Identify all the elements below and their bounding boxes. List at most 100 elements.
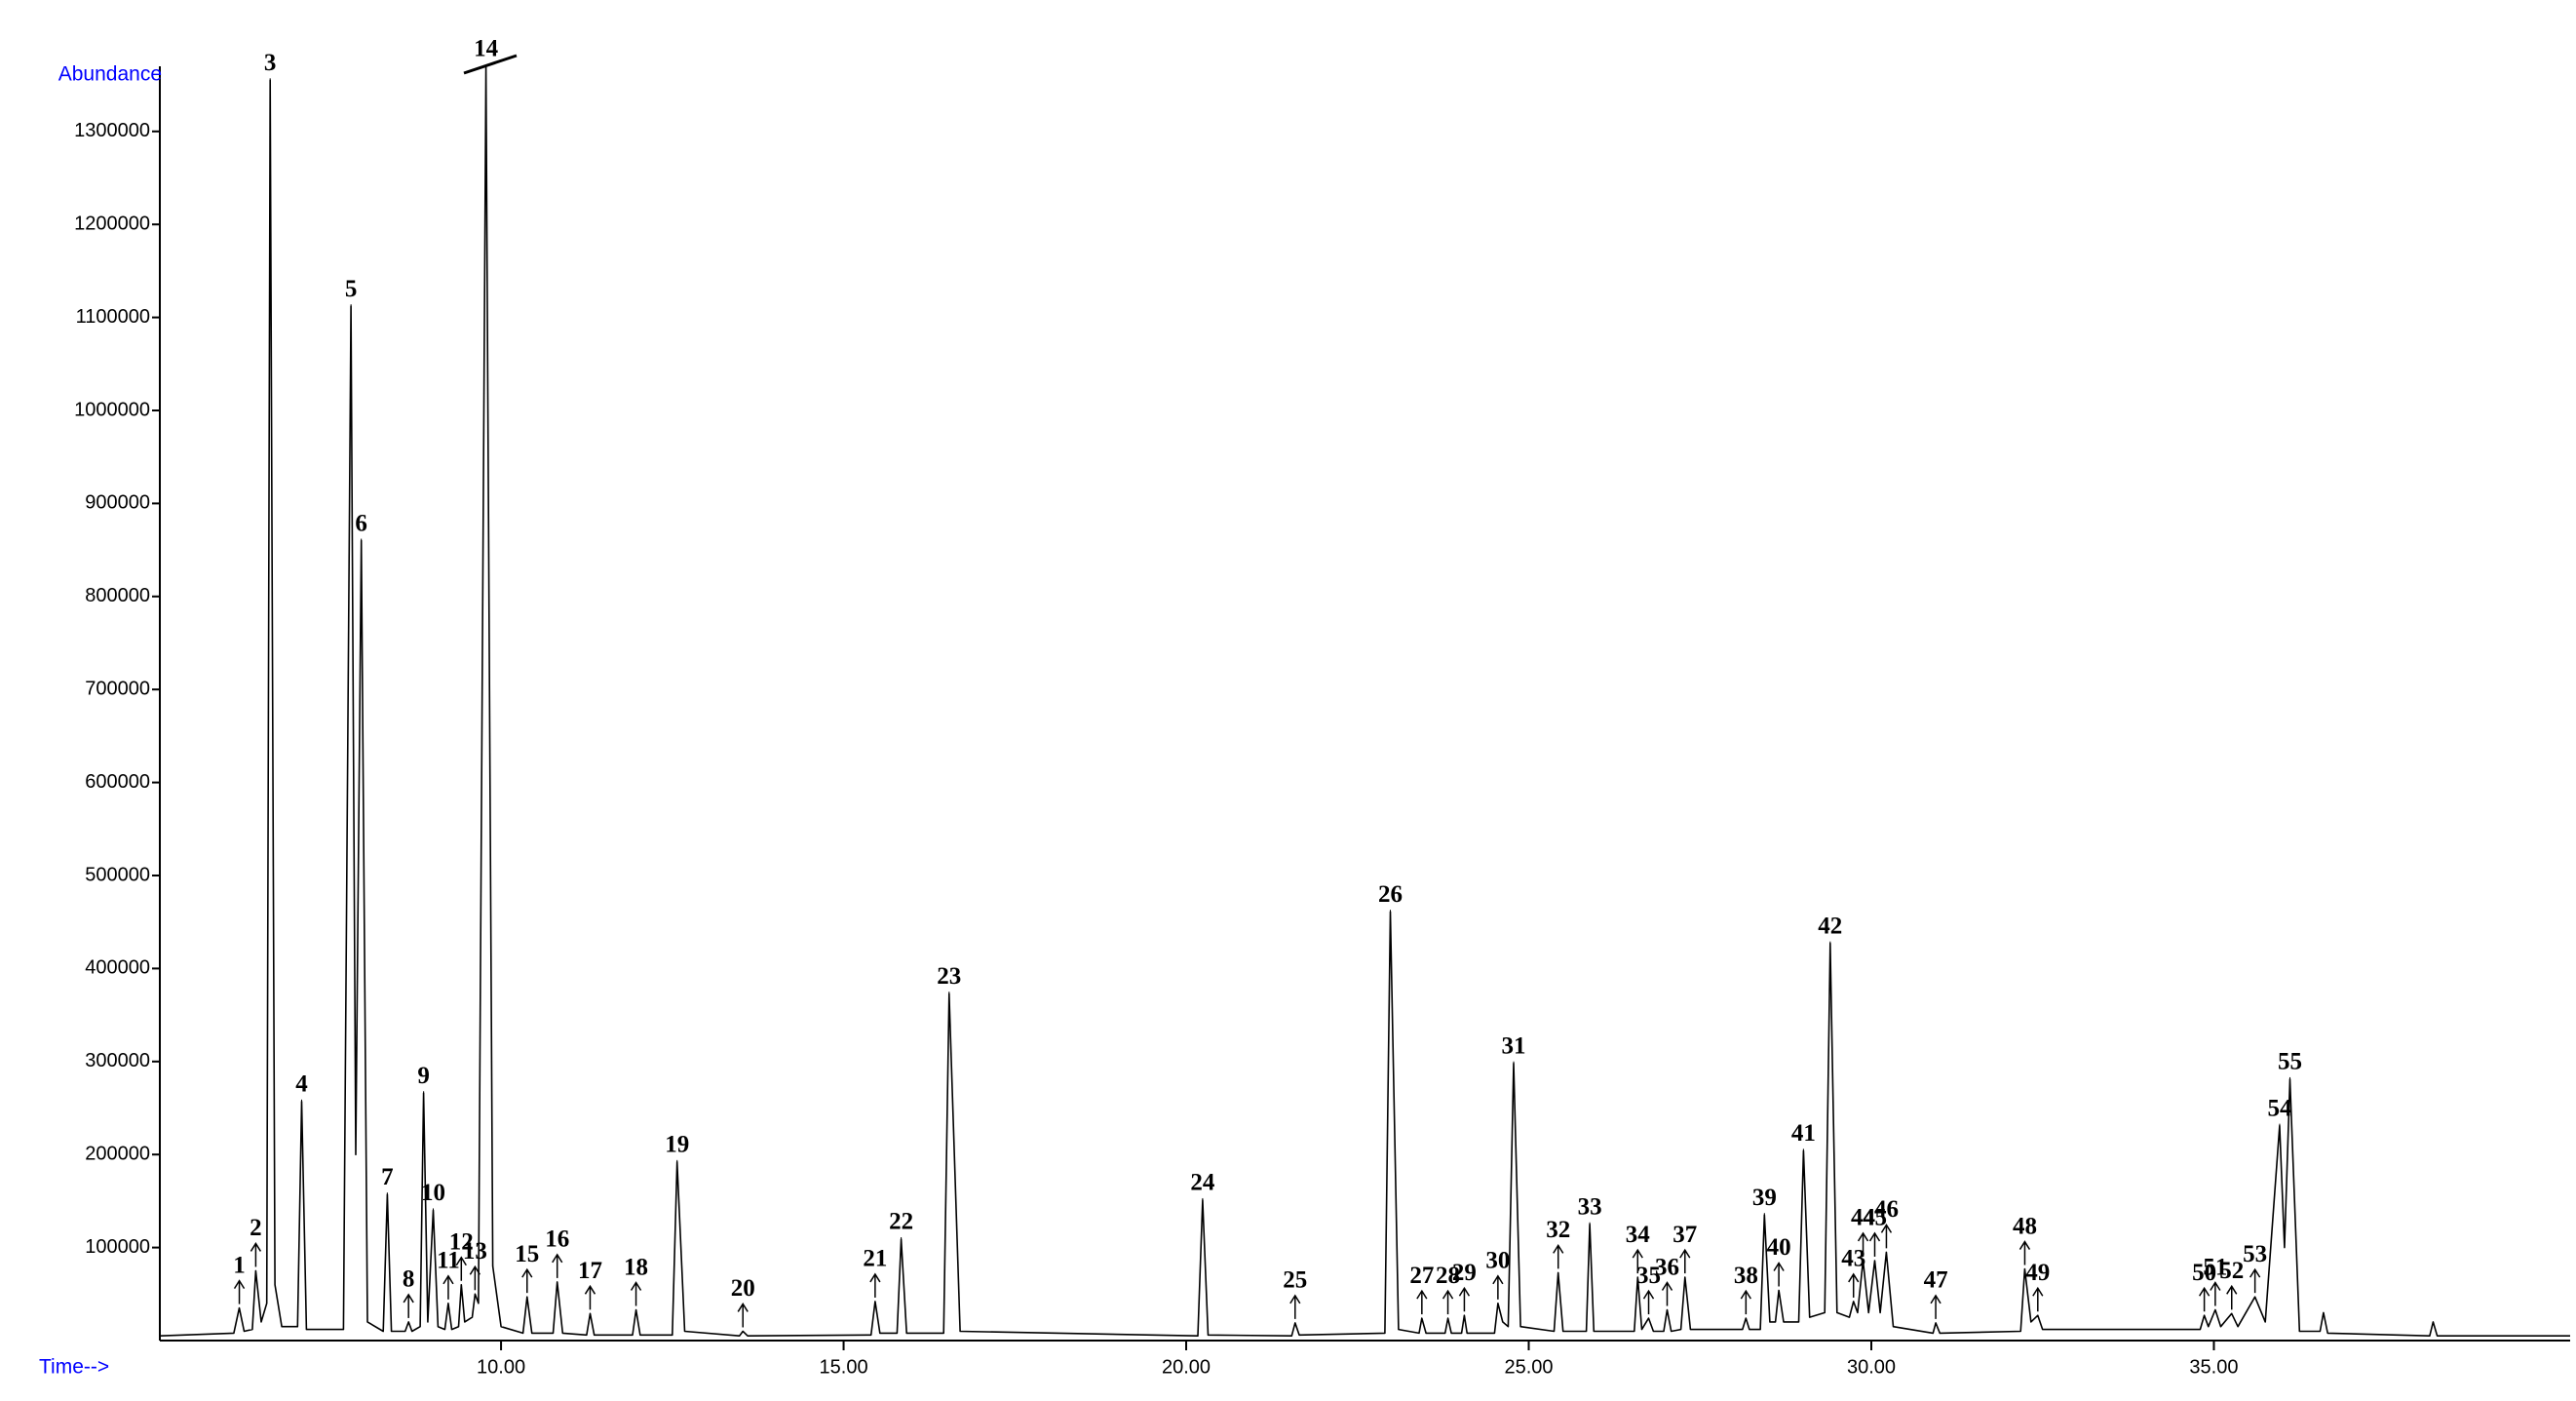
x-tick-label: 20.00 — [1162, 1356, 1211, 1378]
arrow-head — [1740, 1289, 1751, 1300]
peak-label: 35 — [1636, 1263, 1661, 1289]
arrow-head — [1661, 1281, 1673, 1291]
peak-label: 17 — [578, 1258, 602, 1284]
arrow-head — [1442, 1289, 1454, 1300]
y-tick-label: 1100000 — [76, 306, 150, 328]
peak-label: 24 — [1190, 1170, 1215, 1196]
peak-label: 51 — [2203, 1254, 2227, 1280]
arrow-head — [1553, 1243, 1564, 1254]
arrow-head — [1492, 1274, 1504, 1285]
chromatogram-line — [159, 65, 2570, 1337]
peak-label: 32 — [1546, 1217, 1570, 1243]
y-tick-label: 100000 — [85, 1236, 150, 1258]
peak-label: 16 — [545, 1226, 569, 1253]
peak-label: 54 — [2267, 1095, 2292, 1121]
arrow-head — [2032, 1286, 2044, 1297]
peak-label: 25 — [1283, 1267, 1307, 1294]
peak-label: 22 — [889, 1209, 913, 1235]
arrow-head — [1868, 1231, 1881, 1242]
peak-label: 44 — [1851, 1205, 1876, 1231]
x-tick-label: 10.00 — [477, 1356, 525, 1378]
peak-label: 50 — [2192, 1260, 2216, 1286]
peak-label: 18 — [624, 1254, 648, 1280]
arrow-head — [2198, 1286, 2211, 1297]
y-tick-label: 700000 — [85, 678, 150, 699]
peak-label: 12 — [449, 1228, 474, 1255]
peak-label: 36 — [1655, 1254, 1679, 1280]
y-tick-label: 800000 — [85, 585, 150, 606]
peak-label: 14 — [474, 36, 499, 62]
y-tick-label: 200000 — [85, 1143, 150, 1164]
peak-label: 19 — [665, 1132, 689, 1158]
break-mark — [463, 54, 518, 75]
arrow-head — [2249, 1267, 2261, 1278]
arrow-head — [1416, 1289, 1428, 1300]
arrow-head — [469, 1265, 481, 1275]
peak-label: 9 — [417, 1063, 430, 1089]
arrow-head — [1848, 1272, 1860, 1283]
peak-label: 1 — [233, 1252, 246, 1278]
peak-label: 15 — [515, 1241, 539, 1267]
peak-label: 48 — [2013, 1213, 2037, 1239]
peak-label: 42 — [1818, 913, 1842, 939]
peak-label: 37 — [1672, 1222, 1697, 1248]
x-tick-label: 35.00 — [2189, 1356, 2238, 1378]
peak-label: 38 — [1734, 1263, 1758, 1289]
peak-label: 23 — [937, 963, 961, 990]
peak-label: 2 — [250, 1215, 262, 1241]
peak-label: 28 — [1436, 1263, 1460, 1289]
peak-label: 27 — [1409, 1263, 1434, 1289]
peak-label: 8 — [403, 1266, 415, 1293]
arrow-head — [552, 1253, 563, 1264]
arrow-head — [521, 1267, 533, 1278]
peak-label: 26 — [1378, 881, 1403, 908]
peak-label: 34 — [1626, 1222, 1651, 1248]
y-tick-label: 1300000 — [74, 120, 150, 141]
arrow-head — [1857, 1231, 1869, 1242]
arrow-head — [1642, 1289, 1655, 1300]
peak-label: 45 — [1863, 1205, 1887, 1231]
peak-label: 30 — [1485, 1248, 1510, 1274]
y-axis-label: Abundance — [58, 63, 162, 86]
peak-label: 33 — [1578, 1193, 1602, 1220]
y-tick-label: 1000000 — [74, 399, 150, 420]
arrow-head — [737, 1303, 749, 1312]
arrow-head — [2226, 1284, 2238, 1295]
peak-label: 39 — [1752, 1185, 1777, 1211]
peak-label: 40 — [1767, 1234, 1791, 1261]
arrow-head — [2019, 1240, 2031, 1250]
arrow-head — [1880, 1223, 1893, 1233]
arrow-head — [1679, 1248, 1691, 1259]
y-tick-label: 500000 — [85, 864, 150, 885]
peak-label: 52 — [2219, 1258, 2244, 1284]
peak-label: 53 — [2243, 1241, 2267, 1267]
arrow-head — [442, 1274, 454, 1285]
peak-label: 29 — [1452, 1260, 1477, 1286]
y-tick-label: 300000 — [85, 1050, 150, 1071]
x-axis-label: Time--> — [39, 1356, 109, 1379]
peak-label: 3 — [264, 50, 277, 76]
peak-label: 13 — [463, 1238, 487, 1265]
peak-label: 46 — [1874, 1196, 1899, 1223]
peak-label: 20 — [731, 1275, 755, 1302]
arrow-head — [233, 1279, 246, 1290]
x-tick-label: 25.00 — [1504, 1356, 1553, 1378]
peak-label: 31 — [1502, 1032, 1526, 1059]
peak-label: 7 — [381, 1164, 394, 1190]
arrow-head — [630, 1281, 642, 1291]
peak-label: 5 — [345, 276, 358, 302]
arrow-head — [250, 1242, 262, 1252]
arrow-head — [2210, 1281, 2221, 1291]
arrow-head — [455, 1256, 467, 1266]
peak-label: 43 — [1841, 1246, 1865, 1272]
arrow-head — [1930, 1294, 1942, 1304]
y-tick-label: 1200000 — [74, 213, 150, 234]
arrow-head — [1632, 1248, 1643, 1259]
arrow-head — [1289, 1294, 1301, 1304]
arrow-head — [1773, 1262, 1785, 1271]
peak-label: 49 — [2025, 1260, 2050, 1286]
arrow-head — [584, 1284, 596, 1295]
